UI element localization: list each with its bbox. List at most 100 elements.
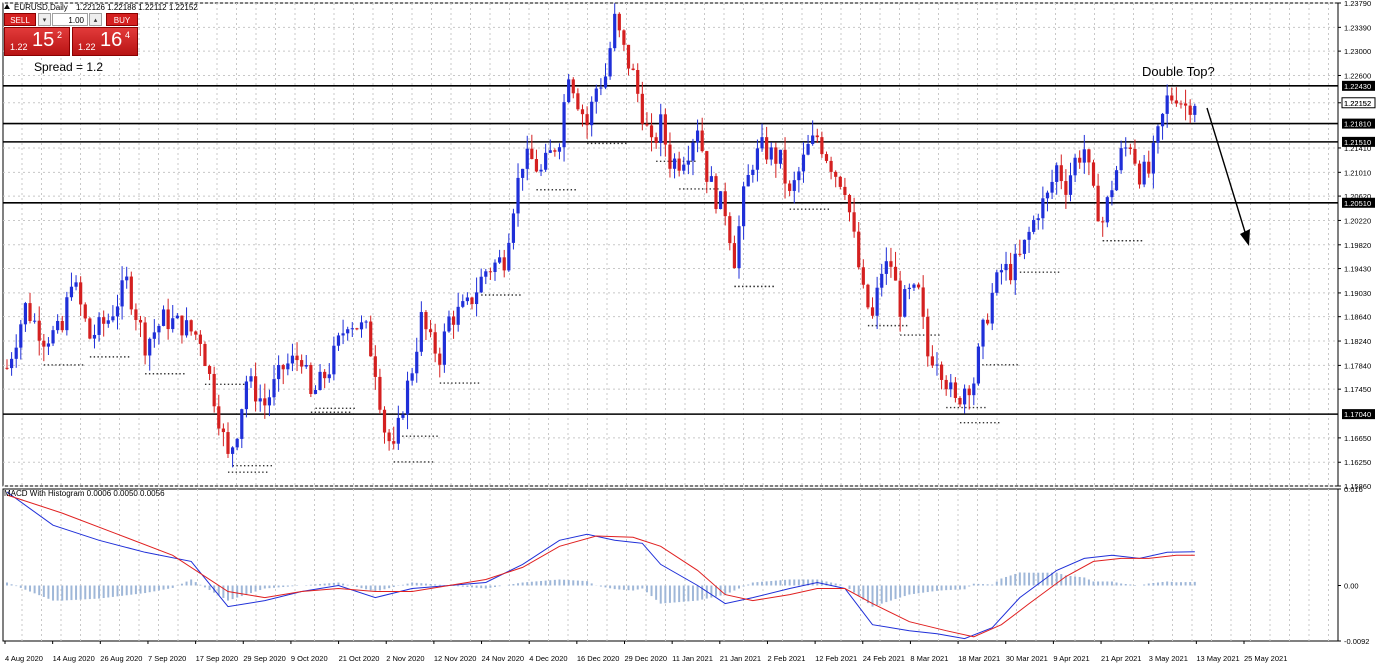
collapse-arrow-icon[interactable]	[4, 4, 10, 9]
candle-body	[226, 432, 230, 454]
candle-body	[254, 376, 258, 402]
candle-body	[834, 171, 838, 177]
candle-body	[511, 213, 516, 243]
candle-body	[88, 318, 92, 339]
date-tick-label: 16 Dec 2020	[577, 654, 620, 663]
candle-body	[369, 321, 373, 357]
candle-body	[953, 382, 957, 398]
lot-increase-icon[interactable]: ▴	[89, 13, 102, 26]
candle-body	[926, 316, 930, 357]
candle-body	[695, 130, 700, 143]
candle-body	[148, 338, 152, 356]
date-tick-label: 21 Oct 2020	[339, 654, 380, 663]
candle-body	[820, 137, 824, 155]
candle-body	[456, 306, 460, 325]
candle-body	[691, 142, 695, 161]
candle-body	[203, 343, 207, 367]
date-tick-label: 12 Nov 2020	[434, 654, 477, 663]
candle-body	[69, 286, 74, 298]
horizontal-levels: 1.22430 1.21810 1.21510 1.20510 1.17040 1.221…	[3, 80, 1376, 420]
candle-body	[392, 441, 396, 444]
sell-quote[interactable]: 1.22 15 2	[4, 27, 70, 56]
candle-body	[672, 158, 677, 169]
candle-body	[281, 365, 285, 370]
candle-body	[387, 432, 391, 442]
candle-body	[663, 114, 667, 145]
candle-body	[336, 335, 341, 346]
candle-body	[1064, 181, 1068, 195]
candle-body	[1160, 113, 1165, 127]
candle-body	[995, 272, 999, 293]
candle-body	[1059, 165, 1063, 182]
candle-body	[313, 390, 318, 394]
lot-decrease-icon[interactable]: ▾	[38, 13, 51, 26]
candle-body	[470, 297, 474, 305]
candle-body	[539, 169, 543, 172]
candle-body	[396, 417, 400, 444]
sell-button[interactable]: SELL	[4, 13, 36, 26]
candle-body	[1188, 105, 1192, 115]
candle-body	[424, 312, 428, 330]
candle-body	[783, 149, 787, 184]
candle-body	[1091, 162, 1096, 186]
candle-body	[714, 176, 718, 210]
candle-body	[1027, 231, 1031, 240]
price-tick-label: 1.19820	[1344, 241, 1371, 250]
candle-body	[967, 388, 971, 396]
candle-body	[1073, 157, 1077, 176]
candle-body	[742, 186, 746, 227]
candle-body	[373, 356, 377, 377]
lot-size-field[interactable]: 1.00	[52, 13, 88, 26]
candle-body	[83, 304, 87, 319]
candle-body	[866, 284, 870, 308]
candle-body	[769, 147, 773, 160]
buy-button[interactable]: BUY	[106, 13, 138, 26]
macd-tick-label: 0.00	[1344, 582, 1359, 591]
candle-series	[5, 3, 1197, 468]
macd-panel-border	[2, 488, 1339, 642]
candle-body	[838, 176, 842, 187]
candle-body	[175, 315, 179, 319]
date-tick-label: 21 Apr 2021	[1101, 654, 1141, 663]
ohlc-readout: 1.22126 1.22188 1.22112 1.22152	[76, 3, 198, 12]
candle-body	[930, 356, 934, 366]
candle-body	[617, 13, 621, 31]
candle-body	[1036, 218, 1040, 220]
candle-body	[92, 334, 97, 339]
candle-body	[562, 102, 566, 148]
candle-body	[138, 319, 143, 323]
candle-body	[60, 320, 64, 331]
candle-body	[544, 152, 548, 170]
candle-body	[1124, 147, 1128, 149]
date-tick-label: 29 Sep 2020	[243, 654, 286, 663]
candle-body	[120, 280, 124, 307]
price-tick-label: 1.22152	[1344, 99, 1371, 108]
buy-quote[interactable]: 1.22 16 4	[72, 27, 138, 56]
candle-body	[267, 397, 272, 406]
candle-body	[419, 312, 423, 352]
candle-body	[765, 137, 769, 160]
candle-body	[240, 409, 244, 439]
candle-body	[507, 242, 511, 271]
price-tick-label: 1.23790	[1344, 0, 1371, 8]
price-tick-label: 1.16250	[1344, 458, 1371, 467]
candle-body	[346, 329, 350, 334]
candle-body	[286, 363, 290, 370]
one-click-trading-panel: SELL ▾ 1.00 ▴ BUY 1.22 15 2 1.22 16 4	[4, 13, 138, 56]
candle-body	[903, 289, 907, 317]
candle-body	[875, 287, 879, 316]
date-tick-label: 12 Feb 2021	[815, 654, 857, 663]
candle-body	[746, 174, 750, 187]
candle-body	[355, 328, 359, 330]
candle-body	[525, 148, 529, 169]
candle-body	[861, 267, 865, 285]
date-tick-label: 24 Feb 2021	[863, 654, 905, 663]
macd-title: MACD With Histogram 0.0006 0.0050 0.0056	[4, 489, 165, 498]
candle-body	[157, 325, 161, 333]
candle-body	[249, 376, 253, 382]
candle-body	[217, 406, 221, 429]
candle-body	[963, 388, 967, 405]
macd-tick-label: 0.016	[1344, 485, 1363, 494]
candle-body	[880, 273, 884, 288]
candle-body	[1078, 157, 1082, 163]
